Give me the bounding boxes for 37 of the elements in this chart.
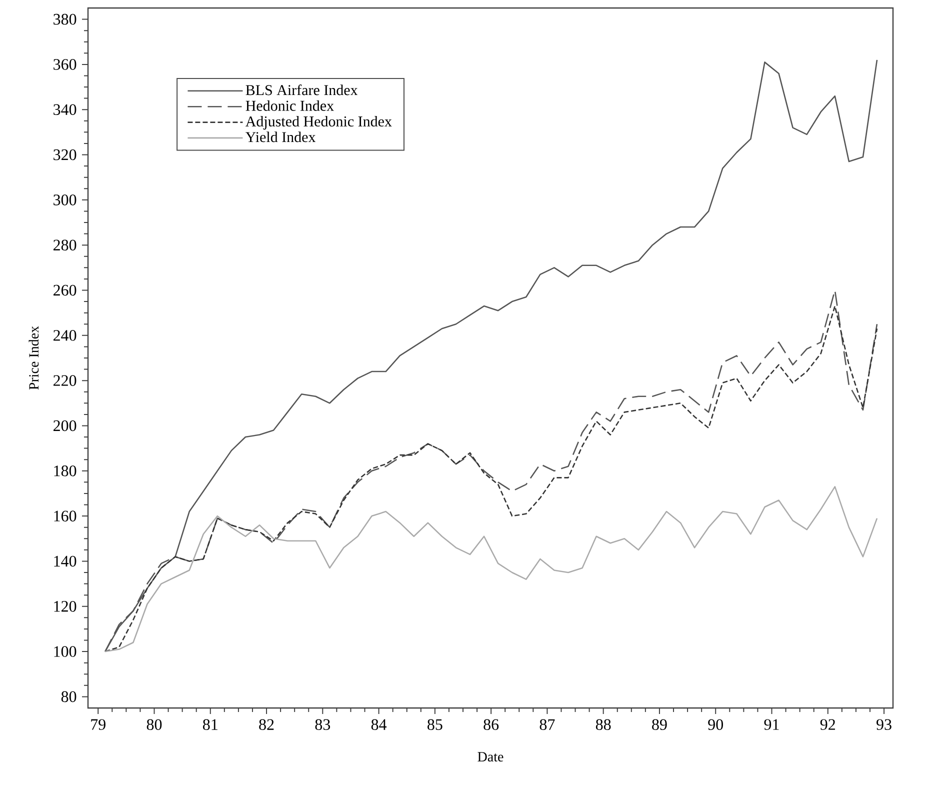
legend-label: BLS Airfare Index bbox=[246, 84, 358, 96]
x-tick-label: 88 bbox=[596, 719, 611, 730]
y-tick-label: 80 bbox=[61, 691, 76, 702]
y-tick-label: 160 bbox=[54, 510, 76, 522]
x-tick-label: 82 bbox=[259, 719, 274, 730]
y-tick-label: 200 bbox=[54, 420, 76, 432]
y-tick-label: 260 bbox=[54, 284, 76, 296]
x-tick-label: 79 bbox=[91, 719, 106, 730]
x-tick-label: 80 bbox=[146, 719, 162, 730]
x-tick-label: 91 bbox=[764, 719, 779, 730]
y-tick-label: 140 bbox=[54, 556, 76, 567]
y-axis-title: Price Index bbox=[28, 326, 39, 390]
y-tick-label: 380 bbox=[54, 14, 76, 25]
y-tick-label: 320 bbox=[54, 149, 76, 160]
x-tick-label: 87 bbox=[540, 719, 555, 730]
x-tick-label: 90 bbox=[708, 719, 723, 730]
legend-label: Hedonic Index bbox=[246, 100, 334, 111]
y-tick-label: 360 bbox=[54, 59, 76, 70]
y-tick-label: 220 bbox=[54, 375, 76, 386]
y-tick-label: 180 bbox=[54, 466, 76, 476]
x-axis-title: Date bbox=[478, 752, 504, 762]
y-tick-label: 340 bbox=[54, 104, 76, 115]
y-tick-label: 120 bbox=[54, 600, 76, 612]
x-tick-label: 89 bbox=[652, 719, 667, 730]
x-tick-label: 84 bbox=[371, 719, 387, 730]
x-tick-label: 83 bbox=[315, 719, 330, 730]
legend-label: Adjusted Hedonic Index bbox=[245, 116, 392, 130]
x-tick-label: 81 bbox=[202, 719, 218, 730]
x-tick-label: 85 bbox=[428, 719, 442, 730]
y-tick-label: 280 bbox=[54, 240, 76, 250]
x-tick-label: 93 bbox=[876, 719, 892, 730]
y-tick-label: 300 bbox=[54, 194, 76, 206]
x-tick-label: 86 bbox=[484, 719, 499, 730]
y-tick-label: 100 bbox=[54, 646, 76, 657]
y-tick-label: 240 bbox=[54, 330, 76, 341]
legend-label: Yield Index bbox=[246, 132, 316, 142]
x-tick-label: 92 bbox=[820, 719, 836, 730]
